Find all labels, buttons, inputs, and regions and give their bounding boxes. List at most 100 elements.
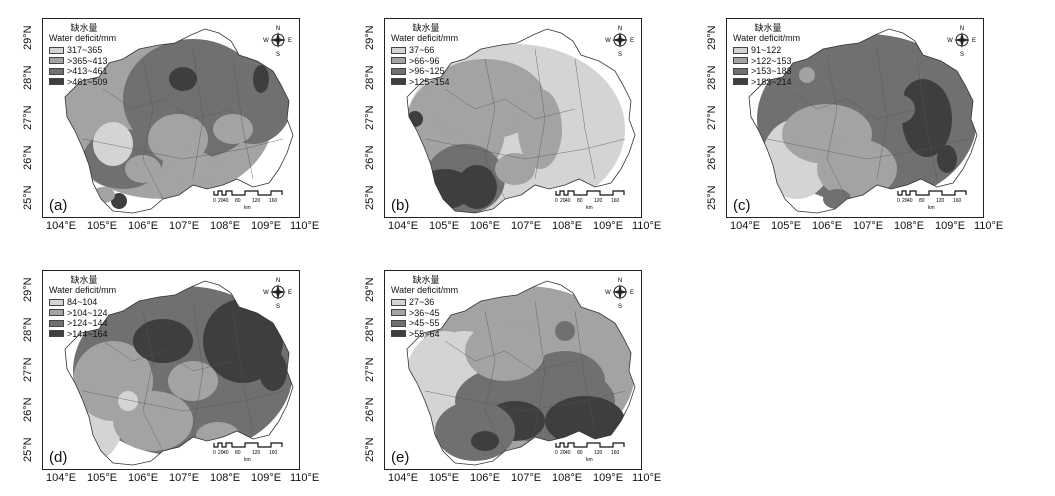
scale-tick: 0 — [555, 450, 558, 456]
legend-label: >125~154 — [409, 76, 450, 87]
scale-bar: 0 20 40 80 120 160 km — [555, 442, 625, 463]
province-outline — [64, 28, 294, 214]
x-tick-label: 104°E — [388, 472, 419, 484]
y-tick-label: 25°N — [22, 185, 34, 210]
x-tick-label: 109°E — [935, 220, 966, 232]
x-tick-label: 107°E — [511, 472, 542, 484]
legend-item: >66~96 — [391, 56, 461, 67]
scale-bar: 0 20 40 80 120 160 km — [213, 190, 283, 211]
deficit-zone — [518, 89, 562, 169]
deficit-zone — [555, 321, 575, 341]
x-tick-label: 105°E — [771, 220, 802, 232]
y-tick-label: 26°N — [22, 145, 34, 170]
y-tick-label: 28°N — [22, 317, 34, 342]
map-panel-d: 25°N 26°N 27°N 28°N 29°N 104°E 105°E 106… — [0, 256, 319, 484]
y-tick-label: 26°N — [364, 145, 376, 170]
scale-tick: 120 — [594, 450, 603, 456]
scale-tick: 40 — [565, 198, 571, 204]
scale-tick: 80 — [919, 198, 925, 204]
legend-label: >124~144 — [67, 318, 108, 329]
compass-e: E — [630, 290, 634, 296]
scale-tick: 80 — [235, 450, 241, 456]
map-legend: 缺水量 Water deficit/mm 27~36 >36~45 >45~55 >5… — [391, 275, 461, 339]
scale-tick: 40 — [907, 198, 913, 204]
scale-tick: 40 — [565, 450, 571, 456]
compass-s: S — [618, 52, 622, 57]
legend-label: >122~153 — [751, 55, 792, 66]
deficit-zone — [817, 139, 897, 199]
scale-tick: 20 — [560, 450, 566, 456]
deficit-zone — [111, 193, 127, 209]
map-panel-c: 25°N 26°N 27°N 28°N 29°N 104°E 105°E 106… — [684, 4, 1003, 232]
scale-bar: 0 20 40 80 120 160 km — [555, 190, 625, 211]
legend-title-en: Water deficit/mm — [49, 33, 117, 43]
x-tick-label: 110°E — [632, 472, 662, 484]
x-tick-label: 109°E — [593, 472, 624, 484]
legend-label: 37~66 — [409, 45, 435, 56]
legend-title-zh: 缺水量 — [412, 23, 440, 33]
x-tick-label: 106°E — [128, 472, 159, 484]
map-frame: 缺水量 Water deficit/mm 84~104 >104~124 >124~… — [42, 270, 300, 470]
compass-w: W — [605, 38, 611, 44]
scale-tick: 80 — [577, 450, 583, 456]
y-tick-label: 27°N — [22, 105, 34, 130]
county-boundaries — [424, 48, 626, 200]
legend-title-en: Water deficit/mm — [733, 33, 801, 43]
compass-icon: N S E W — [605, 26, 634, 57]
scale-tick: 80 — [577, 198, 583, 204]
x-tick-label: 110°E — [290, 472, 320, 484]
x-tick-label: 110°E — [290, 220, 320, 232]
deficit-zone — [879, 94, 915, 124]
deficit-zone — [937, 145, 957, 173]
x-tick-label: 104°E — [730, 220, 761, 232]
deficit-zone — [133, 319, 193, 363]
y-tick-label: 25°N — [364, 185, 376, 210]
scale-bar: 0 20 40 80 120 160 km — [897, 190, 967, 211]
y-tick-label: 29°N — [22, 277, 34, 302]
legend-swatch — [49, 330, 64, 338]
scale-tick: 20 — [902, 198, 908, 204]
x-tick-label: 108°E — [894, 220, 925, 232]
guizhou-map — [64, 28, 294, 214]
legend-item: >144~164 — [49, 329, 119, 340]
deficit-zone — [799, 67, 815, 83]
scale-unit: km — [586, 205, 593, 211]
legend-swatch — [391, 319, 406, 327]
scale-tick: 120 — [252, 450, 261, 456]
scale-unit: km — [244, 205, 251, 211]
compass-icon: N S E W — [263, 278, 292, 309]
scale-tick: 80 — [235, 198, 241, 204]
legend-label: 317~365 — [67, 45, 103, 56]
y-tick-label: 29°N — [706, 25, 718, 50]
y-tick-label: 28°N — [364, 317, 376, 342]
deficit-zone — [545, 396, 625, 446]
compass-n: N — [960, 26, 964, 32]
legend-title-en: Water deficit/mm — [391, 33, 459, 43]
compass-s: S — [618, 304, 622, 309]
x-tick-label: 109°E — [251, 220, 282, 232]
x-tick-label: 104°E — [388, 220, 419, 232]
legend-swatch — [391, 67, 406, 75]
legend-swatch — [391, 309, 406, 317]
y-tick-label: 29°N — [364, 277, 376, 302]
compass-n: N — [618, 26, 622, 32]
x-tick-label: 104°E — [46, 472, 77, 484]
legend-label: >183~214 — [751, 76, 792, 87]
map-frame: 缺水量 Water deficit/mm 37~66 >66~96 >96~125 >… — [384, 18, 642, 218]
y-tick-label: 26°N — [364, 397, 376, 422]
compass-icon: N S E W — [605, 278, 634, 309]
legend-swatch — [733, 46, 748, 54]
compass-s: S — [960, 52, 964, 57]
legend-item: >153~183 — [733, 66, 803, 77]
x-tick-label: 108°E — [210, 220, 241, 232]
legend-label: >144~164 — [67, 328, 108, 339]
legend-item: 37~66 — [391, 45, 461, 56]
deficit-zone — [233, 401, 253, 421]
legend-label: >461~509 — [67, 76, 108, 87]
scale-tick: 160 — [269, 450, 278, 456]
deficit-zone — [471, 431, 499, 451]
guizhou-map — [64, 280, 294, 466]
legend-swatch — [733, 67, 748, 75]
scale-tick: 40 — [223, 450, 229, 456]
scale-tick: 120 — [594, 198, 603, 204]
